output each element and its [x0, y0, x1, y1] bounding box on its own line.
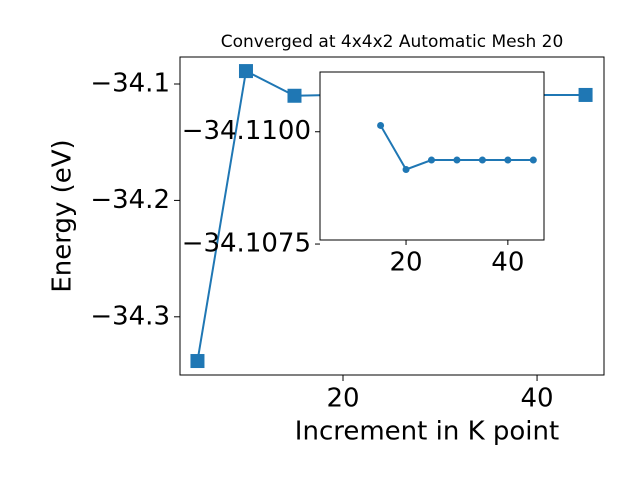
y-tick-label: −34.1 [90, 69, 170, 99]
y-tick-label: −34.3 [90, 301, 170, 331]
axes-frame [319, 71, 545, 241]
x-axis-label: Increment in K point [295, 417, 559, 447]
marker [478, 156, 486, 164]
x-tick-label: 20 [389, 248, 422, 278]
y-tick-label: −34.1075 [182, 229, 311, 259]
plot-area [320, 72, 544, 240]
axes-frame [179, 56, 605, 376]
y-tick-label: −34.2 [90, 185, 170, 215]
marker [377, 121, 385, 129]
marker [190, 354, 205, 369]
marker [238, 64, 253, 79]
marker [402, 165, 410, 173]
marker [427, 156, 435, 164]
marker [504, 156, 512, 164]
x-tick-label: 20 [326, 384, 359, 414]
chart-title: Converged at 4x4x2 Automatic Mesh 20 [221, 32, 564, 52]
marker [529, 156, 537, 164]
marker [287, 88, 302, 103]
marker [578, 87, 593, 102]
y-tick-label: −34.1100 [182, 116, 311, 146]
x-tick-label: 40 [491, 248, 524, 278]
marker [453, 156, 461, 164]
x-tick-label: 40 [521, 384, 554, 414]
plot-layer [377, 121, 537, 173]
y-axis-label: Energy (eV) [48, 139, 78, 292]
